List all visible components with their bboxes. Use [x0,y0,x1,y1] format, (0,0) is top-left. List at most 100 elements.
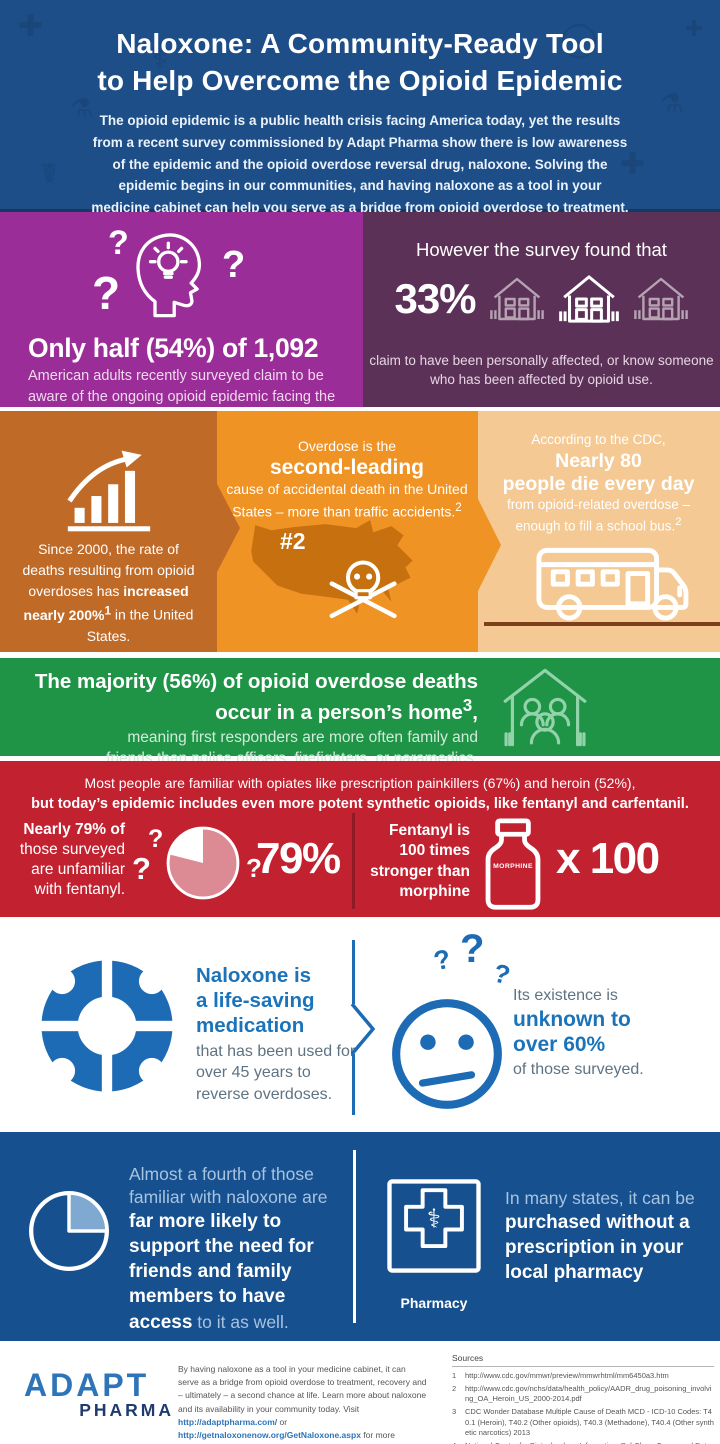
unfamiliar-text: Nearly 79% of those surveyed are unfamil… [0,820,125,901]
source-number: 4 [452,1441,460,1444]
question-mark-icon: ? [246,853,262,883]
question-mark-icon: ? [132,851,151,886]
unfamiliar-rest: those surveyed are unfamiliar with fenta… [19,841,125,899]
confused-face-icon [392,999,502,1109]
house-icon [489,277,544,321]
affected-stat: 33% [394,275,476,322]
rate-panel: Since 2000, the rate of deaths resulting… [0,411,217,652]
support-text: Almost a fourth of those familiar with n… [129,1163,347,1335]
title-line1: Naloxone: A Community-Ready Tool [116,28,604,59]
medical-pattern-icon: ✚ [18,10,44,43]
rank-line2: second-leading [269,456,425,480]
daily-line2: Nearly 80 [555,449,642,472]
question-mark-icon: ? [148,825,164,853]
rank-number-label: #2 [280,528,306,554]
home-deaths-panel: The majority (56%) of opioid overdose de… [0,658,720,767]
naloxone-heading: Naloxone is a life-saving medication [196,964,315,1037]
affected-heading: However the survey found that [416,239,667,260]
unknown-stat: unknown to over 60% [513,1008,631,1056]
about-pre: By having naloxone as a tool in your med… [178,1364,427,1414]
question-mark-icon: ? [490,957,514,991]
home-heading-tail: , [472,700,478,724]
adaptpharma-link[interactable]: http://adaptpharma.com/ [178,1416,278,1427]
adapt-pharma-logo: ADAPT PHARMA [24,1369,174,1420]
home-deaths-text: The majority (56%) of opioid overdose de… [28,669,478,769]
daily-line1: According to the CDC, [531,432,666,447]
rate-text-bold: increased nearly 200% [23,583,189,623]
support-bold: far more likely to support the need for … [129,1211,314,1333]
medical-pattern-icon: ✚ [685,16,704,41]
affected-body: claim to have been personally affected, … [369,353,714,387]
getnaloxonenow-link[interactable]: http://getnaloxonenow.org/GetNaloxone.as… [178,1429,361,1440]
pie-stat-label: 79% [256,834,341,883]
purchase-pre: In many states, it can be [505,1188,695,1208]
rate-text-pre: Since 2000, the rate of deaths resulting… [22,541,195,599]
question-mark-icon: ? [430,943,454,977]
life-ring-icon [38,957,176,1095]
footnote-ref: 3 [462,695,473,715]
potency-text: Fentanyl is 100 times stronger than morp… [370,822,470,901]
home-heading-bold: The majority (56%) of opioid overdose de… [34,670,478,724]
rank-line1: Overdose is the [297,438,397,454]
support-pre: Almost a fourth of those familiar with n… [129,1164,328,1208]
unknown-pre: Its existence is [513,987,618,1004]
about-mid: or [277,1416,288,1427]
unknown-post: of those surveyed. [513,1061,644,1078]
daily-deaths-panel: According to the CDC, Nearly 80 people d… [478,411,720,652]
fentanyl-intro-regular: Most people are familiar with opiates li… [84,775,636,791]
fentanyl-intro: Most people are familiar with opiates li… [0,773,720,815]
source-item: 1 http://www.cdc.gov/mmwr/preview/mmwrht… [452,1371,714,1381]
footer-section: ADAPT PHARMA By having naloxone as a too… [0,1341,720,1444]
medical-pattern-icon: ⚕ [150,35,170,76]
pharmacy-sign-icon: ⚕ [387,1179,481,1273]
medical-pattern-icon: ◯ [560,20,599,58]
purchase-text: In many states, it can be purchased with… [505,1187,710,1285]
source-number: 3 [452,1407,457,1417]
question-mark-icon: ? [460,927,485,971]
chevron-right-icon [350,1004,376,1054]
affected-panel: However the survey found that 33% [363,212,720,407]
medical-pattern-icon: ⚗ [660,88,684,118]
rate-text-post: in the United States. [86,606,194,644]
daily-line4: from opioid-related overdose – enough to… [506,497,691,534]
vertical-divider [353,1150,356,1323]
support-post: to it as well. [192,1311,289,1332]
naloxone-body: that has been used for over 45 years to … [196,1043,356,1103]
house-icon [558,275,619,323]
naloxone-panel: Naloxone is a life-saving medication tha… [0,917,720,1132]
house-icon [633,277,688,321]
question-mark-icon: ? [108,224,129,262]
source-item: 2 http://www.cdc.gov/nchs/data/health_po… [452,1384,714,1404]
source-text: CDC Wonder Database Multiple Cause of De… [465,1407,714,1437]
morphine-bottle-icon [485,818,541,910]
bottle-label: MORPHINE [493,863,533,870]
quarter-pie-icon [29,1191,109,1271]
footnote-ref: 2 [675,516,682,529]
sources-title: Sources [452,1353,714,1367]
rising-bar-chart-icon [67,450,151,532]
chevron-right-icon [477,497,501,593]
purchase-bold: purchased without a prescription in your… [505,1212,690,1284]
fentanyl-intro-bold: but today’s epidemic includes even more … [31,796,689,813]
unfamiliar-bold: Nearly 79% of [23,821,125,838]
sources-list: Sources 1 http://www.cdc.gov/mmwr/previe… [452,1353,714,1444]
fentanyl-panel: Most people are familiar with opiates li… [0,761,720,917]
medical-pattern-icon: ☤ [40,158,59,189]
vertical-divider [352,1054,355,1115]
source-text: National Center for Biotechnology Inform… [465,1441,714,1444]
home-deaths-heading: The majority (56%) of opioid overdose de… [28,669,478,725]
source-number: 1 [452,1371,457,1380]
school-bus-icon [536,547,689,621]
family-in-house-icon [503,668,587,747]
logo-pharma: PHARMA [79,1400,174,1420]
daily-line3: people die every day [502,473,695,496]
vertical-divider [352,940,355,1004]
header-section: ✚ ⚗ ⚕ ☤ ✚ ◯ ⚗ ✚ Naloxone: A Community-Re… [0,0,720,237]
source-item: 3 CDC Wonder Database Multiple Cause of … [452,1407,714,1437]
footnote-ref: 1 [104,604,111,617]
caduceus-icon: ⚕ [427,1204,441,1234]
rank-line3: cause of accidental death in the United … [226,481,468,520]
medical-pattern-icon: ⚗ [70,93,94,123]
affected-body-wrap: claim to have been personally affected, … [363,352,720,390]
